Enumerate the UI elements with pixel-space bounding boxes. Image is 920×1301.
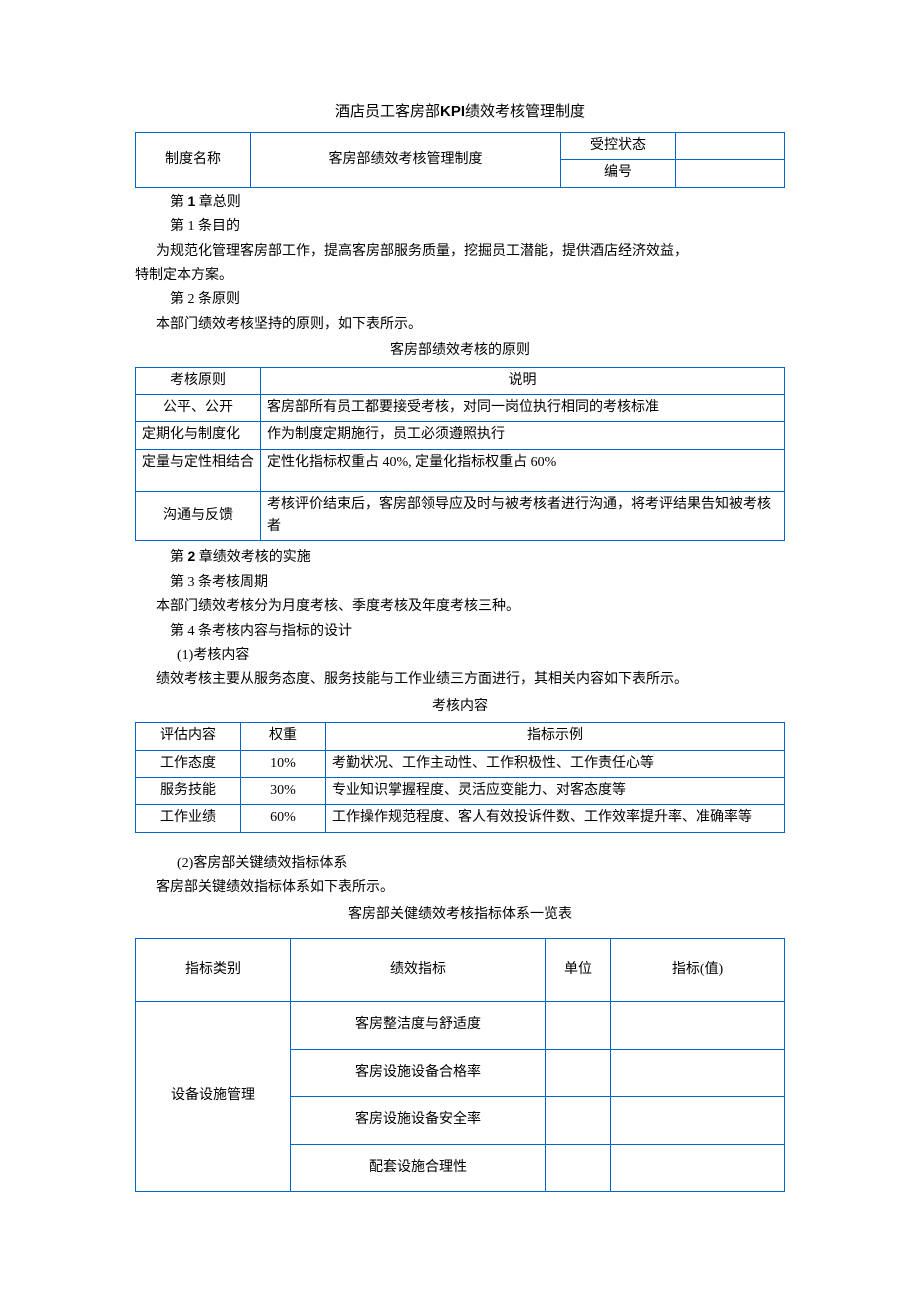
table-cell	[611, 1097, 785, 1144]
article-2: 第 2 条原则	[135, 289, 785, 311]
kpi-header-1: 指标类别	[136, 938, 291, 1001]
title-prefix: 酒店员工客房部	[335, 104, 440, 120]
item-1: (1)考核内容	[135, 645, 785, 667]
content-header-2: 权重	[241, 723, 326, 750]
chapter-2-heading: 第 2 章绩效考核的实施	[135, 545, 785, 569]
table-cell: 60%	[241, 805, 326, 832]
kpi-indicator: 客房整洁度与舒适度	[291, 1002, 546, 1049]
paragraph-3: 本部门绩效考核分为月度考核、季度考核及年度考核三种。	[135, 596, 785, 618]
chapter1-num: 1	[188, 193, 196, 209]
kpi-caption: 客房部关健绩效考核指标体系一览表	[135, 904, 785, 926]
table-cell	[546, 1049, 611, 1096]
table-cell: 10%	[241, 750, 326, 777]
header-label-number: 编号	[561, 160, 676, 187]
principles-table: 考核原则 说明 公平、公开 客房部所有员工都要接受考核，对同一岗位执行相同的考核…	[135, 367, 785, 542]
kpi-header-2: 绩效指标	[291, 938, 546, 1001]
header-label-name: 制度名称	[136, 133, 251, 188]
table-cell: 30%	[241, 777, 326, 804]
article-1: 第 1 条目的	[135, 216, 785, 238]
header-value-number	[676, 160, 785, 187]
table-cell	[546, 1002, 611, 1049]
kpi-table: 指标类别 绩效指标 单位 指标(值) 设备设施管理 客房整洁度与舒适度 客房设施…	[135, 938, 785, 1192]
table-cell	[611, 1144, 785, 1191]
content-header-1: 评估内容	[136, 723, 241, 750]
table-cell: 服务技能	[136, 777, 241, 804]
table-cell: 公平、公开	[136, 394, 261, 421]
table-cell: 考核评价结束后，客房部领导应及时与被考核者进行沟通，将考评结果告知被考核者	[261, 491, 785, 541]
title-suffix: 绩效考核管理制度	[465, 104, 585, 120]
kpi-indicator: 客房设施设备合格率	[291, 1049, 546, 1096]
title-kpi: KPI	[440, 103, 465, 120]
kpi-header-3: 单位	[546, 938, 611, 1001]
table-cell: 定性化指标权重占 40%, 定量化指标权重占 60%	[261, 449, 785, 491]
article-3: 第 3 条考核周期	[135, 572, 785, 594]
item-2: (2)客房部关键绩效指标体系	[135, 853, 785, 875]
table-cell: 沟通与反馈	[136, 491, 261, 541]
paragraph-2: 本部门绩效考核坚持的原则，如下表所示。	[135, 314, 785, 336]
table-cell: 工作操作规范程度、客人有效投诉件数、工作效率提升率、准确率等	[326, 805, 785, 832]
table-cell: 工作业绩	[136, 805, 241, 832]
table-cell: 专业知识掌握程度、灵活应变能力、对客态度等	[326, 777, 785, 804]
kpi-indicator: 客房设施设备安全率	[291, 1097, 546, 1144]
paragraph-5: 客房部关键绩效指标体系如下表所示。	[135, 877, 785, 899]
content-caption: 考核内容	[135, 696, 785, 718]
principles-caption: 客房部绩效考核的原则	[135, 340, 785, 362]
chapter2-num: 2	[188, 548, 196, 564]
kpi-indicator: 配套设施合理性	[291, 1144, 546, 1191]
table-cell	[611, 1049, 785, 1096]
paragraph-1: 为规范化管理客房部工作，提高客房部服务质量，挖掘员工潜能，提供酒店经济效益，	[135, 241, 785, 263]
content-header-3: 指标示例	[326, 723, 785, 750]
principles-header-2: 说明	[261, 367, 785, 394]
document-title: 酒店员工客房部KPI绩效考核管理制度	[135, 100, 785, 124]
table-cell	[546, 1097, 611, 1144]
article-4: 第 4 条考核内容与指标的设计	[135, 621, 785, 643]
table-cell: 客房部所有员工都要接受考核，对同一岗位执行相同的考核标准	[261, 394, 785, 421]
content-table: 评估内容 权重 指标示例 工作态度 10% 考勤状况、工作主动性、工作积极性、工…	[135, 722, 785, 833]
chapter2-prefix: 第	[170, 550, 184, 565]
header-table: 制度名称 客房部绩效考核管理制度 受控状态 编号	[135, 132, 785, 188]
paragraph-1b: 特制定本方案。	[135, 265, 785, 287]
chapter2-suffix: 章绩效考核的实施	[199, 550, 311, 565]
principles-header-1: 考核原则	[136, 367, 261, 394]
table-cell: 工作态度	[136, 750, 241, 777]
chapter1-suffix: 章总则	[199, 195, 241, 210]
table-cell	[611, 1002, 785, 1049]
header-value-name: 客房部绩效考核管理制度	[251, 133, 561, 188]
header-value-status	[676, 133, 785, 160]
table-cell	[546, 1144, 611, 1191]
table-cell: 考勤状况、工作主动性、工作积极性、工作责任心等	[326, 750, 785, 777]
paragraph-4: 绩效考核主要从服务态度、服务技能与工作业绩三方面进行，其相关内容如下表所示。	[135, 669, 785, 691]
table-cell: 定量与定性相结合	[136, 449, 261, 491]
kpi-category: 设备设施管理	[136, 1002, 291, 1192]
header-label-status: 受控状态	[561, 133, 676, 160]
table-cell: 作为制度定期施行，员工必须遵照执行	[261, 422, 785, 449]
chapter1-prefix: 第	[170, 195, 184, 210]
table-cell: 定期化与制度化	[136, 422, 261, 449]
chapter-1-heading: 第 1 章总则	[135, 190, 785, 214]
kpi-header-4: 指标(值)	[611, 938, 785, 1001]
